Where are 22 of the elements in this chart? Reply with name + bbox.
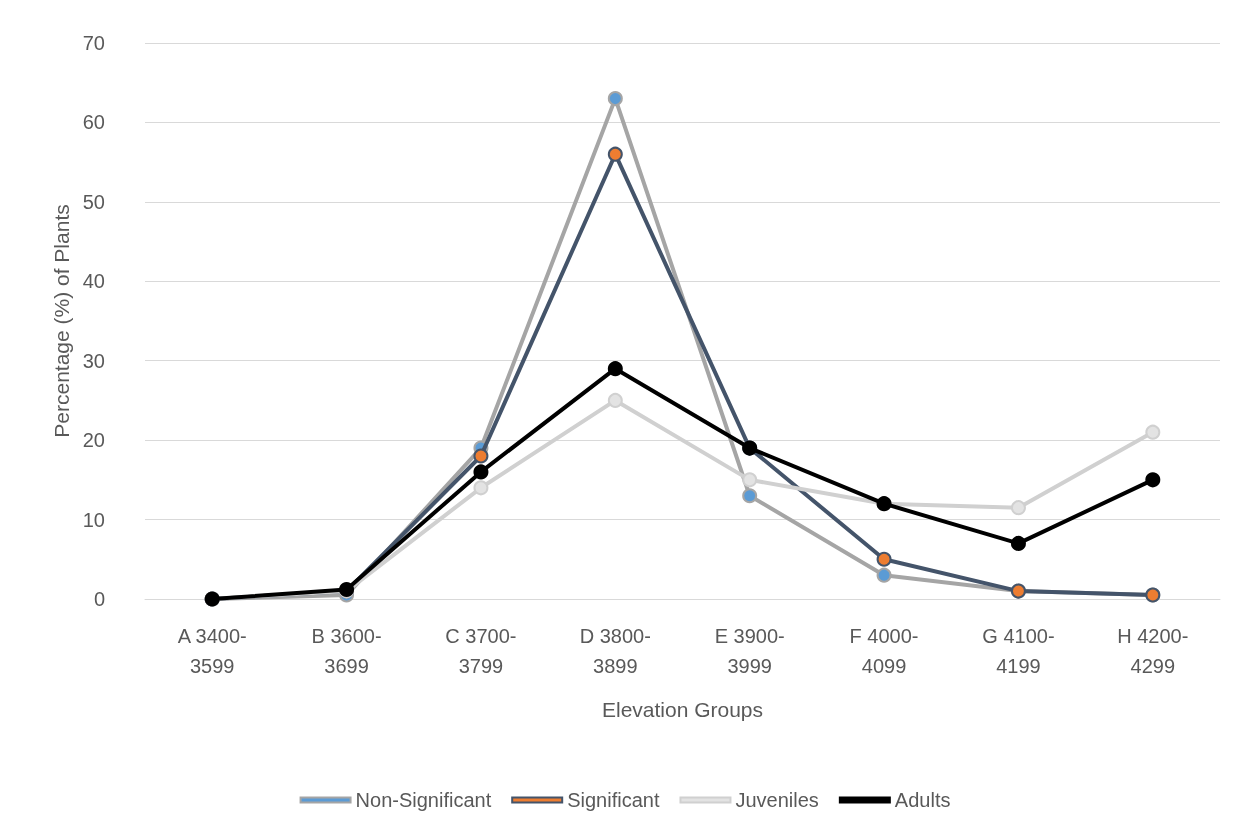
y-tick-label: 60 <box>82 111 105 134</box>
y-tick-label: 70 <box>82 32 105 54</box>
x-tick-label: B 3600-3699 <box>311 625 382 677</box>
x-tick-label: A 3400-3599 <box>177 625 247 677</box>
legend-label: Juveniles <box>735 789 819 811</box>
x-tick-label: H 4200-4299 <box>1117 625 1189 677</box>
x-tick-label: C 3700-3799 <box>445 625 517 677</box>
y-tick-label: 10 <box>82 508 105 531</box>
y-tick-label: 50 <box>82 190 105 213</box>
x-tick-label: E 3900-3999 <box>714 625 785 677</box>
legend-label: Adults <box>894 789 951 811</box>
legend-label: Non-Significant <box>355 789 492 811</box>
x-tick-label: F 4000-4099 <box>849 625 919 677</box>
y-tick-label: 20 <box>82 429 105 452</box>
y-tick-label: 0 <box>93 588 105 610</box>
x-axis-title: Elevation Groups <box>601 698 764 721</box>
y-tick-label: 30 <box>82 349 105 372</box>
x-tick-label: D 3800-3899 <box>579 625 651 677</box>
y-axis-title: Percentage (%) of Plants <box>49 204 73 438</box>
x-tick-label: G 4100-4199 <box>982 625 1055 677</box>
y-tick-label: 40 <box>82 270 105 293</box>
legend-label: Significant <box>567 789 660 811</box>
